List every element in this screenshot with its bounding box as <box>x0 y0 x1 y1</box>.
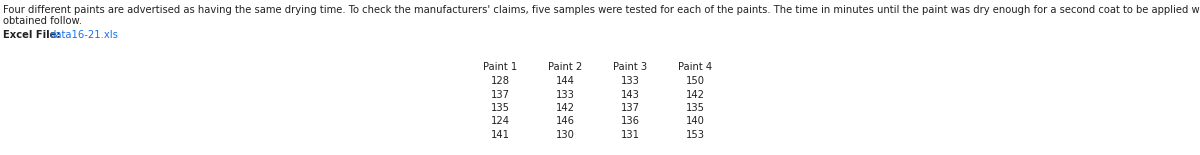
Text: Excel File:: Excel File: <box>2 30 64 40</box>
Text: 135: 135 <box>685 103 704 113</box>
Text: Four different paints are advertised as having the same drying time. To check th: Four different paints are advertised as … <box>2 5 1200 15</box>
Text: 124: 124 <box>491 117 510 126</box>
Text: 133: 133 <box>620 76 640 86</box>
Text: Paint 1: Paint 1 <box>482 62 517 72</box>
Text: 135: 135 <box>491 103 510 113</box>
Text: 130: 130 <box>556 130 575 140</box>
Text: Paint 4: Paint 4 <box>678 62 712 72</box>
Text: 143: 143 <box>620 89 640 100</box>
Text: 153: 153 <box>685 130 704 140</box>
Text: 144: 144 <box>556 76 575 86</box>
Text: Paint 2: Paint 2 <box>548 62 582 72</box>
Text: 137: 137 <box>491 89 510 100</box>
Text: data16-21.xls: data16-21.xls <box>49 30 118 40</box>
Text: 136: 136 <box>620 117 640 126</box>
Text: Paint 3: Paint 3 <box>613 62 647 72</box>
Text: 128: 128 <box>491 76 510 86</box>
Text: 140: 140 <box>685 117 704 126</box>
Text: 142: 142 <box>556 103 575 113</box>
Text: 142: 142 <box>685 89 704 100</box>
Text: obtained follow.: obtained follow. <box>2 16 82 26</box>
Text: 133: 133 <box>556 89 575 100</box>
Text: 146: 146 <box>556 117 575 126</box>
Text: 137: 137 <box>620 103 640 113</box>
Text: 150: 150 <box>685 76 704 86</box>
Text: 131: 131 <box>620 130 640 140</box>
Text: 141: 141 <box>491 130 510 140</box>
